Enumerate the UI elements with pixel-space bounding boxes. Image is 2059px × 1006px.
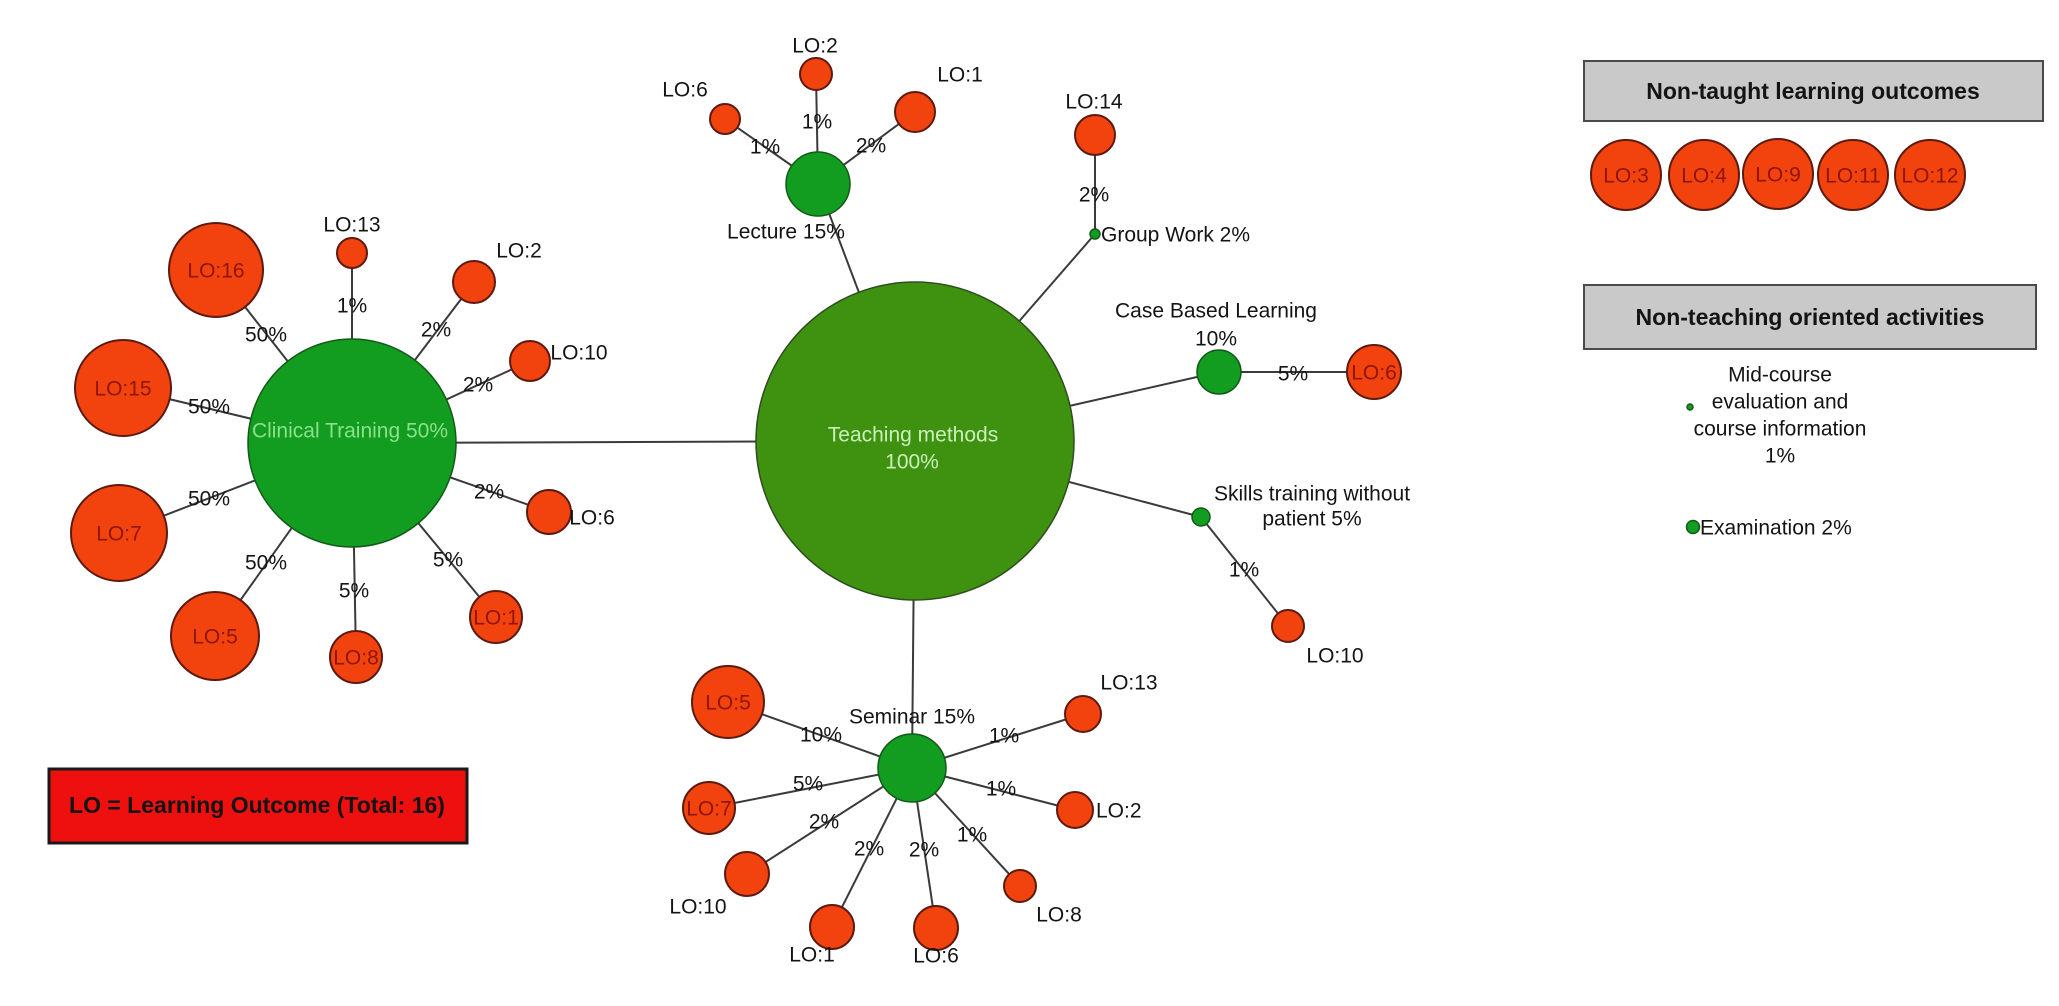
svg-text:2%: 2% [909,838,939,861]
svg-text:LO:12: LO:12 [1901,164,1958,187]
svg-text:2%: 2% [474,480,504,503]
svg-text:Examination 2%: Examination 2% [1700,516,1852,539]
svg-text:LO:13: LO:13 [1100,671,1157,694]
svg-text:10%: 10% [1195,327,1237,350]
svg-text:5%: 5% [793,772,823,795]
svg-text:Non-taught learning outcomes: Non-taught learning outcomes [1646,78,1980,104]
svg-text:LO:2: LO:2 [1096,799,1142,822]
svg-text:2%: 2% [463,373,493,396]
svg-text:LO:15: LO:15 [94,377,151,400]
svg-text:LO:1: LO:1 [937,63,983,86]
svg-text:LO:10: LO:10 [669,895,726,918]
svg-text:100%: 100% [885,450,939,473]
svg-text:Seminar 15%: Seminar 15% [849,705,975,728]
svg-text:1%: 1% [1765,444,1795,467]
svg-text:LO:9: LO:9 [1755,163,1801,186]
svg-text:LO:5: LO:5 [705,691,751,714]
svg-text:1%: 1% [750,135,780,158]
svg-text:1%: 1% [1229,558,1259,581]
svg-text:Lecture 15%: Lecture 15% [727,220,845,243]
svg-text:LO:10: LO:10 [550,341,607,364]
svg-text:LO:7: LO:7 [686,797,732,820]
svg-text:50%: 50% [188,487,230,510]
svg-text:Teaching methods: Teaching methods [828,423,998,446]
svg-text:5%: 5% [433,548,463,571]
svg-text:LO:2: LO:2 [496,239,542,262]
svg-text:5%: 5% [1278,362,1308,385]
svg-text:LO:10: LO:10 [1306,644,1363,667]
svg-text:LO:6: LO:6 [569,506,615,529]
svg-text:1%: 1% [989,724,1019,747]
svg-text:Mid-course: Mid-course [1728,363,1832,386]
svg-text:2%: 2% [854,837,884,860]
svg-text:2%: 2% [809,810,839,833]
svg-text:2%: 2% [1079,183,1109,206]
svg-text:LO:11: LO:11 [1825,164,1881,187]
svg-text:1%: 1% [986,777,1016,800]
svg-text:LO = Learning Outcome (Total:: LO = Learning Outcome (Total: 16) [69,792,445,818]
svg-text:5%: 5% [339,579,369,602]
svg-text:LO:8: LO:8 [333,646,379,669]
svg-text:course information: course information [1694,417,1867,440]
svg-text:patient 5%: patient 5% [1262,507,1361,530]
svg-text:LO:3: LO:3 [1603,164,1649,187]
svg-text:Non-teaching oriented activiti: Non-teaching oriented activities [1636,304,1985,330]
svg-text:50%: 50% [245,323,287,346]
svg-text:LO:4: LO:4 [1681,164,1727,187]
svg-text:LO:1: LO:1 [473,606,519,629]
svg-text:LO:8: LO:8 [1036,903,1082,926]
svg-text:LO:5: LO:5 [192,625,238,648]
svg-text:2%: 2% [856,134,886,157]
svg-text:Clinical Training 50%: Clinical Training 50% [252,419,448,442]
svg-text:1%: 1% [802,110,832,133]
svg-text:evaluation and: evaluation and [1712,390,1849,413]
svg-text:10%: 10% [800,723,842,746]
svg-text:1%: 1% [957,823,987,846]
svg-text:LO:6: LO:6 [1351,361,1397,384]
svg-text:1%: 1% [337,294,367,317]
svg-text:LO:14: LO:14 [1065,90,1123,113]
svg-text:50%: 50% [188,395,230,418]
svg-text:Skills training without: Skills training without [1214,482,1410,505]
svg-text:2%: 2% [421,318,451,341]
svg-text:LO:1: LO:1 [789,943,835,966]
svg-text:LO:16: LO:16 [187,259,244,282]
svg-text:LO:6: LO:6 [913,944,959,967]
svg-text:LO:13: LO:13 [323,213,380,236]
svg-text:LO:2: LO:2 [792,34,838,57]
svg-text:Group Work 2%: Group Work 2% [1101,223,1250,246]
svg-text:Case Based Learning: Case Based Learning [1115,299,1317,322]
svg-text:LO:6: LO:6 [662,78,708,101]
svg-text:50%: 50% [245,551,287,574]
svg-text:LO:7: LO:7 [96,522,142,545]
